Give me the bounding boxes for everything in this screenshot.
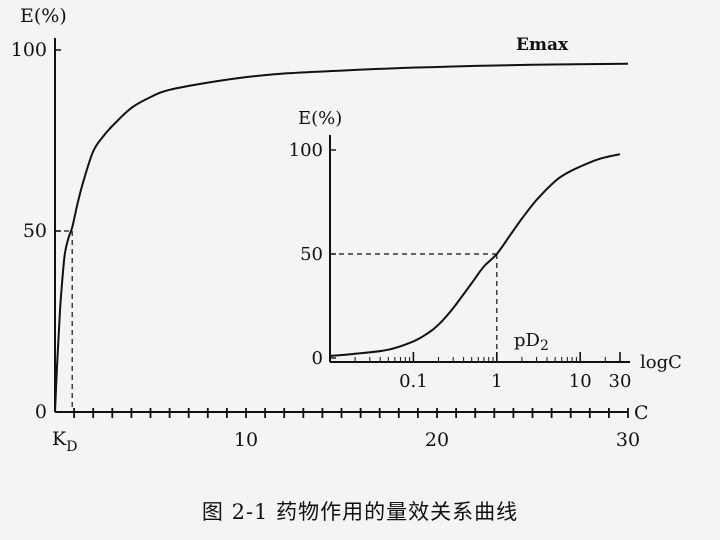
inset-tick-labels: 0.1 1 10 30 0 50 100: [289, 140, 632, 392]
inset-y-axis-label: E(%): [298, 108, 342, 129]
curve-label-emax: Emax: [516, 35, 569, 55]
kd-label-main: K: [52, 428, 67, 450]
main-x-tick-label: 30: [616, 429, 640, 451]
main-y-tick-label: 100: [11, 39, 47, 61]
main-x-tick-label: 10: [234, 429, 258, 451]
inset-x-tick-label: 1: [491, 371, 502, 392]
inset-y-tick-label: 50: [300, 244, 323, 265]
main-y-axis-label: E(%): [20, 5, 67, 27]
pd2-label-sub: 2: [540, 338, 549, 354]
main-series-line: [54, 62, 629, 413]
main-y-tick-label: 50: [23, 220, 47, 242]
figure-caption: 图 2-1 药物作用的量效关系曲线: [201, 500, 519, 524]
main-y-tick-label: 0: [35, 401, 47, 423]
inset-x-tick-label: 30: [609, 371, 632, 392]
main-x-axis-label: C: [634, 402, 649, 424]
pd2-label: pD2: [514, 330, 549, 354]
main-x-minor-ticks: [73, 408, 629, 418]
inset-x-minor-ticks: [329, 352, 621, 362]
kd-label-sub: D: [66, 439, 77, 455]
inset-x-tick-label: 0.1: [399, 371, 428, 392]
inset-x-axis-label: logC: [640, 352, 682, 373]
inset-x-tick-label: 10: [569, 371, 592, 392]
inset-series-line: [329, 153, 621, 357]
inset-y-tick-label: 100: [289, 140, 323, 161]
main-x-tick-label: 20: [425, 429, 449, 451]
inset-y-tick-label: 0: [312, 348, 323, 369]
inset-chart: 0.1 1 10 30 0 50 100 E(%) logC pD2: [289, 108, 682, 392]
pd2-label-main: pD: [514, 330, 540, 351]
kd-label: KD: [52, 428, 77, 455]
